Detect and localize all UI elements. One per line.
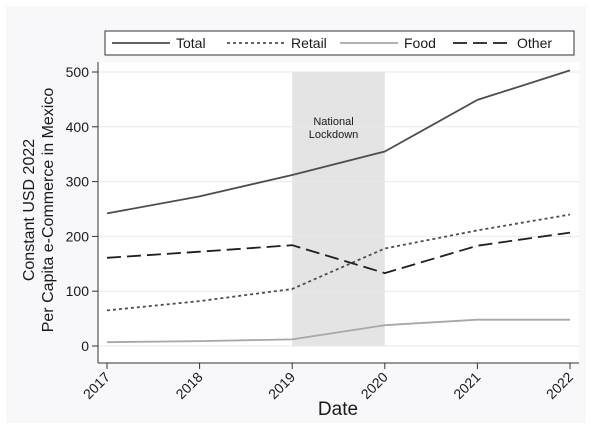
data-point-other-2018 (199, 251, 201, 253)
legend-label-other: Other (517, 35, 552, 51)
data-point-retail-2019 (291, 288, 293, 290)
data-point-other-2021 (477, 245, 479, 247)
y-tick-label-200: 200 (66, 228, 90, 244)
data-point-total-2019 (291, 174, 293, 176)
series-line-other (106, 231, 571, 275)
legend-label-food: Food (404, 35, 436, 51)
data-point-food-2020 (384, 324, 386, 326)
data-point-retail-2018 (199, 300, 201, 302)
y-tick-label-100: 100 (66, 283, 90, 299)
data-point-retail-2017 (106, 309, 108, 311)
legend-label-retail: Retail (291, 35, 327, 51)
data-point-food-2022 (569, 319, 571, 321)
data-point-retail-2021 (477, 229, 479, 231)
data-point-other-2022 (569, 232, 571, 234)
series-line-retail (106, 213, 571, 312)
lockdown-label-line-1: National (313, 116, 353, 128)
data-point-total-2018 (199, 195, 201, 197)
data-point-food-2019 (291, 339, 293, 341)
data-point-other-2020 (384, 272, 386, 274)
data-point-total-2021 (477, 99, 479, 101)
data-point-other-2017 (106, 257, 108, 259)
data-point-retail-2020 (384, 248, 386, 250)
data-point-total-2020 (384, 151, 386, 153)
data-point-food-2021 (477, 319, 479, 321)
legend-label-total: Total (176, 35, 206, 51)
data-point-retail-2022 (569, 214, 571, 216)
y-tick-label-400: 400 (66, 119, 90, 135)
series-line-total (106, 69, 571, 215)
y-axis-title-line-1: Constant USD 2022 (21, 139, 38, 281)
lockdown-label-line-2: Lockdown (309, 129, 359, 141)
y-tick-label-0: 0 (81, 338, 89, 354)
data-point-food-2018 (199, 340, 201, 342)
y-tick-label-500: 500 (66, 64, 90, 80)
x-axis-title: Date (318, 399, 358, 420)
data-point-other-2019 (291, 244, 293, 246)
data-point-total-2017 (106, 212, 108, 214)
lockdown-shaded-region (292, 72, 385, 346)
y-axis-title-line-2: Per Capita e-Commerce in Mexico (40, 88, 57, 333)
y-tick-label-300: 300 (66, 174, 90, 190)
data-point-total-2022 (569, 69, 571, 71)
data-point-food-2017 (106, 341, 108, 343)
series-line-food (106, 318, 570, 344)
